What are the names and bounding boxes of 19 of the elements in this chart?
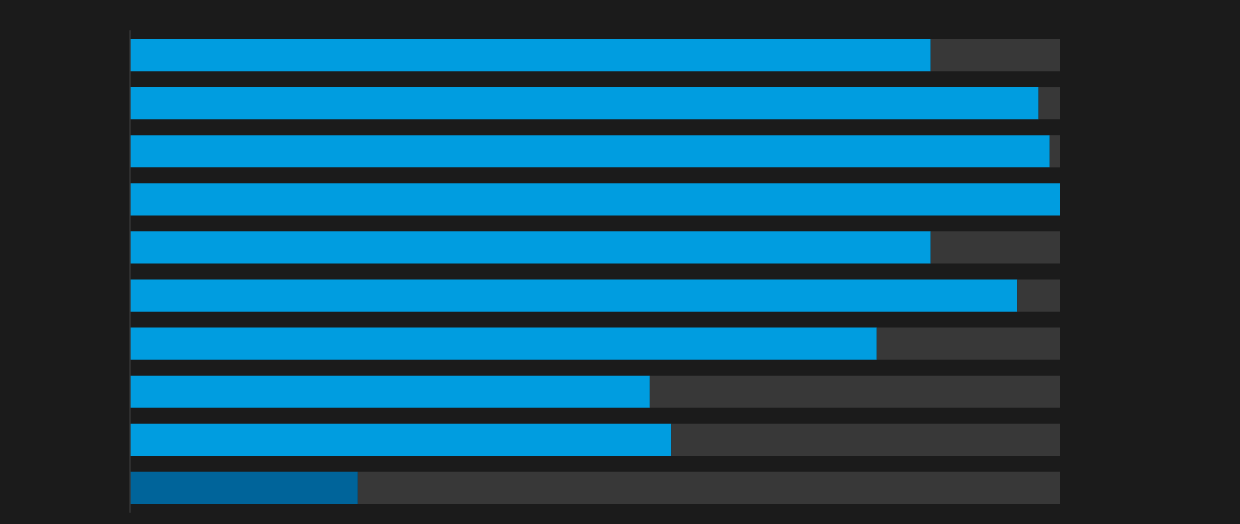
bar: [130, 135, 1050, 168]
bar: [357, 471, 1060, 505]
bar: [930, 38, 1060, 72]
bar: [930, 231, 1060, 264]
bar: [130, 231, 931, 264]
bar: [1038, 87, 1060, 120]
bar: [649, 375, 1060, 408]
bar: [130, 471, 358, 505]
bar: [130, 375, 650, 408]
bar: [130, 279, 1018, 312]
bar: [130, 423, 672, 456]
bar: [1049, 135, 1060, 168]
bar: [130, 327, 877, 360]
bar: [876, 327, 1060, 360]
bar: [671, 423, 1060, 456]
bar: [1017, 279, 1060, 312]
bar: [130, 87, 1039, 120]
bar: [130, 183, 1060, 216]
bar: [130, 38, 931, 72]
